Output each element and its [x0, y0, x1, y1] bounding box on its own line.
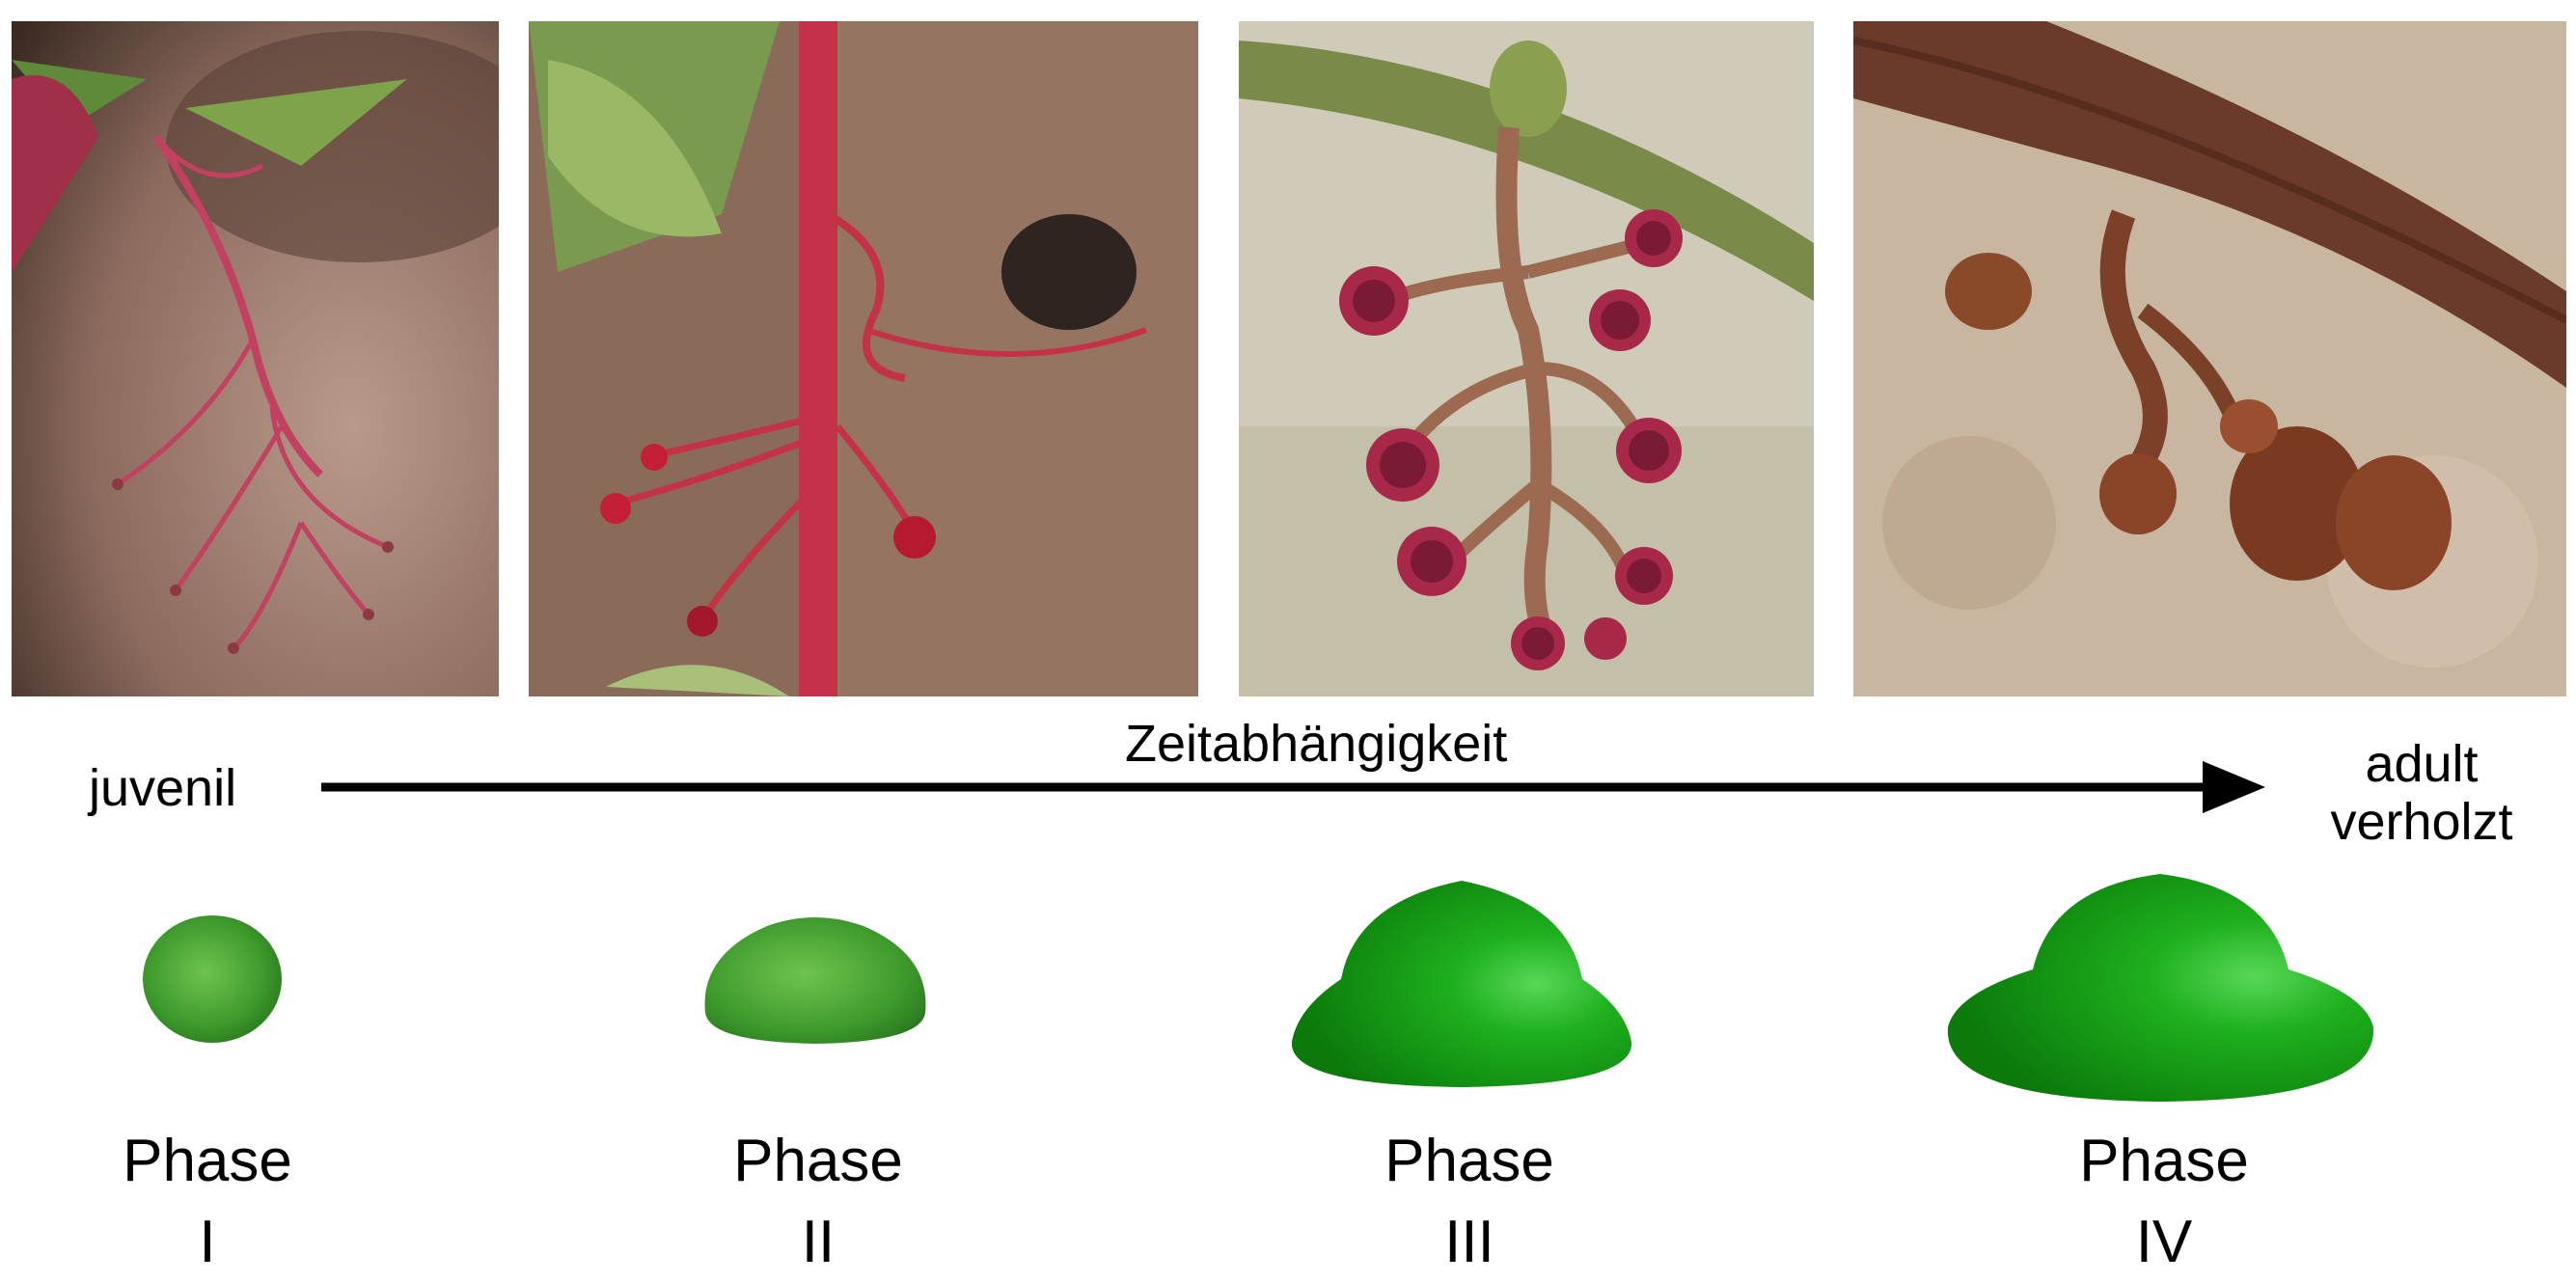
phase-numeral: III	[1444, 1208, 1494, 1275]
phase-label-1: Phase I	[82, 1121, 333, 1282]
phase-word: Phase	[1384, 1128, 1554, 1194]
phase-label-2: Phase II	[693, 1121, 944, 1282]
phase-label-4: Phase IV	[2039, 1121, 2289, 1282]
photo-phase-2	[529, 21, 1198, 696]
axis-label: Zeitabhängigkeit	[1125, 715, 1508, 773]
start-label: juvenil	[89, 759, 237, 817]
phase-label-3: Phase III	[1344, 1121, 1595, 1282]
pad-shape-phase-1	[143, 915, 282, 1043]
phase-word: Phase	[733, 1128, 903, 1194]
pad-shape-phase-4	[1947, 874, 2374, 1102]
phase-numeral: II	[801, 1208, 836, 1275]
photo-phase-3	[1239, 21, 1814, 696]
time-arrow	[321, 761, 2265, 813]
phase-word: Phase	[123, 1128, 292, 1194]
end-label-line1: adult	[2365, 735, 2479, 793]
phase-numeral: IV	[2135, 1208, 2193, 1275]
end-label: adult verholzt	[2316, 735, 2528, 852]
end-label-line2: verholzt	[2330, 793, 2513, 852]
photo-phase-4	[1853, 21, 2566, 696]
photo-phase-1	[12, 21, 499, 696]
phase-word: Phase	[2079, 1128, 2249, 1194]
pad-shape-phase-3	[1291, 881, 1632, 1087]
pad-shape-phase-2	[704, 917, 926, 1044]
phase-numeral: I	[199, 1208, 216, 1275]
